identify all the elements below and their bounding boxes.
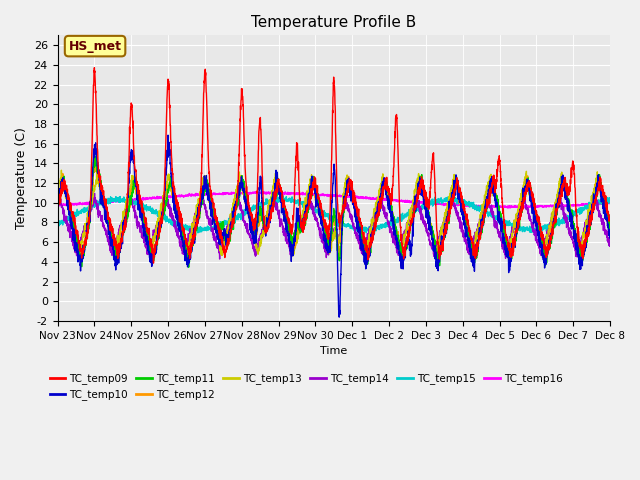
- TC_temp11: [92, 153, 100, 159]
- TC_temp14: [116, 224, 124, 229]
- TC_temp10: [335, 314, 343, 320]
- Y-axis label: Temperature (C): Temperature (C): [15, 127, 28, 229]
- Line: TC_temp11: TC_temp11: [58, 156, 610, 267]
- TC_temp15: [536, 225, 544, 230]
- TC_temp14: [290, 240, 298, 245]
- TC_temp15: [116, 198, 124, 204]
- Line: TC_temp13: TC_temp13: [58, 168, 610, 258]
- TC_temp09: [266, 214, 273, 219]
- TC_temp13: [54, 186, 61, 192]
- TC_temp16: [536, 203, 544, 209]
- TC_temp14: [266, 204, 273, 210]
- TC_temp16: [116, 197, 124, 203]
- Line: TC_temp12: TC_temp12: [58, 164, 610, 264]
- TC_temp15: [362, 230, 370, 236]
- TC_temp11: [536, 227, 544, 233]
- TC_temp16: [54, 203, 61, 209]
- Line: TC_temp14: TC_temp14: [58, 191, 610, 259]
- TC_temp09: [117, 236, 125, 242]
- TC_temp15: [266, 200, 273, 206]
- TC_temp10: [606, 232, 614, 238]
- Title: Temperature Profile B: Temperature Profile B: [251, 15, 417, 30]
- TC_temp10: [596, 179, 604, 184]
- TC_temp09: [150, 250, 157, 256]
- TC_temp14: [606, 243, 614, 249]
- TC_temp15: [150, 209, 157, 215]
- TC_temp12: [54, 192, 61, 198]
- TC_temp12: [506, 262, 514, 267]
- TC_temp16: [606, 200, 614, 206]
- TC_temp14: [596, 208, 604, 214]
- TC_temp13: [596, 181, 604, 187]
- Line: TC_temp16: TC_temp16: [58, 192, 610, 208]
- TC_temp10: [116, 245, 124, 251]
- TC_temp09: [290, 211, 298, 217]
- TC_temp10: [266, 215, 273, 220]
- Line: TC_temp15: TC_temp15: [58, 195, 610, 233]
- TC_temp14: [216, 256, 223, 262]
- TC_temp13: [117, 228, 125, 233]
- TC_temp14: [536, 249, 544, 255]
- TC_temp13: [266, 200, 273, 206]
- TC_temp15: [606, 199, 614, 204]
- TC_temp09: [536, 228, 544, 233]
- TC_temp15: [278, 192, 285, 198]
- TC_temp10: [164, 132, 172, 138]
- TC_temp09: [150, 260, 157, 266]
- TC_temp14: [54, 195, 61, 201]
- TC_temp11: [150, 254, 157, 260]
- TC_temp12: [536, 236, 544, 242]
- TC_temp16: [290, 191, 298, 196]
- TC_temp10: [536, 236, 544, 241]
- TC_temp16: [236, 189, 243, 195]
- TC_temp16: [150, 195, 157, 201]
- TC_temp13: [606, 232, 614, 238]
- TC_temp11: [606, 227, 614, 233]
- TC_temp13: [93, 165, 100, 171]
- TC_temp11: [185, 264, 193, 270]
- TC_temp15: [596, 200, 604, 206]
- TC_temp13: [536, 233, 544, 239]
- TC_temp16: [596, 200, 604, 206]
- TC_temp15: [290, 199, 298, 204]
- TC_temp10: [150, 250, 157, 256]
- TC_temp14: [198, 188, 205, 194]
- TC_temp16: [266, 191, 273, 197]
- TC_temp12: [91, 161, 99, 167]
- TC_temp13: [433, 255, 440, 261]
- TC_temp11: [596, 172, 604, 178]
- X-axis label: Time: Time: [320, 346, 348, 356]
- TC_temp11: [117, 240, 125, 246]
- TC_temp13: [150, 238, 157, 244]
- TC_temp10: [54, 199, 61, 204]
- TC_temp12: [150, 253, 157, 259]
- TC_temp16: [504, 205, 512, 211]
- TC_temp13: [290, 248, 298, 253]
- TC_temp14: [150, 227, 157, 233]
- TC_temp12: [266, 214, 273, 220]
- TC_temp11: [290, 241, 298, 247]
- TC_temp12: [290, 242, 298, 248]
- Text: HS_met: HS_met: [68, 40, 122, 53]
- TC_temp09: [606, 212, 614, 218]
- TC_temp12: [596, 184, 604, 190]
- TC_temp09: [90, 65, 98, 71]
- Line: TC_temp10: TC_temp10: [58, 135, 610, 317]
- Line: TC_temp09: TC_temp09: [58, 68, 610, 263]
- TC_temp15: [54, 223, 61, 229]
- TC_temp12: [117, 234, 125, 240]
- TC_temp09: [596, 187, 604, 193]
- TC_temp09: [54, 206, 61, 212]
- Legend: TC_temp09, TC_temp10, TC_temp11, TC_temp12, TC_temp13, TC_temp14, TC_temp15, TC_: TC_temp09, TC_temp10, TC_temp11, TC_temp…: [45, 369, 566, 405]
- TC_temp11: [54, 202, 61, 207]
- TC_temp10: [290, 248, 298, 254]
- TC_temp11: [266, 217, 273, 223]
- TC_temp12: [606, 231, 614, 237]
